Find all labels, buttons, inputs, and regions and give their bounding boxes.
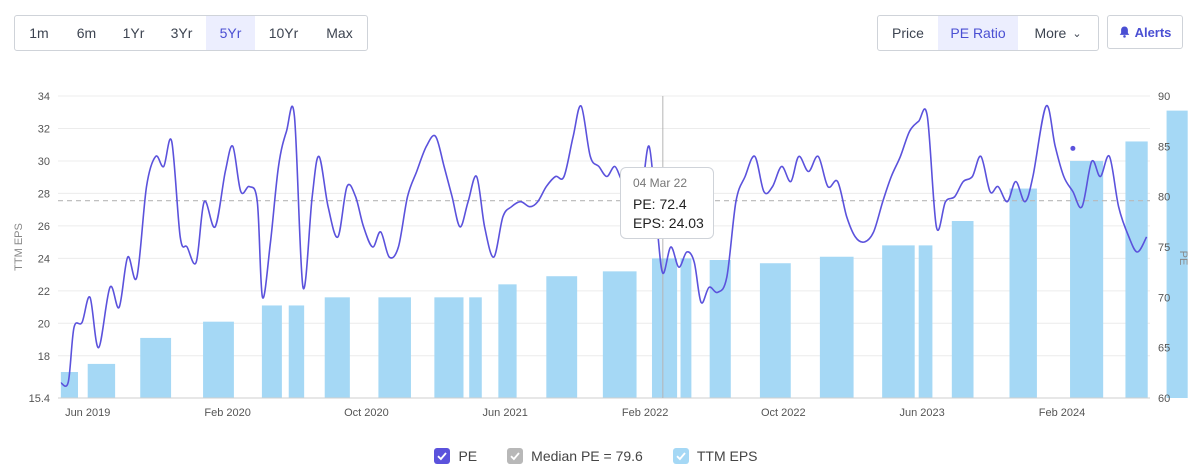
left-axis-tick: 32 xyxy=(38,123,50,135)
eps-bar xyxy=(709,259,731,398)
checkbox-pe-icon xyxy=(434,448,451,464)
legend-label-median: Median PE = 79.6 xyxy=(531,448,643,464)
mode-label: PE Ratio xyxy=(950,25,1006,41)
legend-item-pe[interactable]: PE xyxy=(434,448,477,464)
legend-item-eps[interactable]: TTM EPS xyxy=(672,448,758,464)
right-axis-tick: 65 xyxy=(1158,343,1170,355)
right-axis-tick: 75 xyxy=(1158,242,1170,254)
eps-bar xyxy=(469,297,482,398)
left-axis-title: TTM EPS xyxy=(13,223,25,271)
chart-tooltip: 04 Mar 22 PE: 72.4 EPS: 24.03 xyxy=(620,167,714,239)
tooltip-date: 04 Mar 22 xyxy=(633,176,688,190)
eps-bar xyxy=(60,372,78,398)
right-axis-tick: 80 xyxy=(1158,192,1170,204)
mode-label: Price xyxy=(892,25,924,41)
range-button-10yr[interactable]: 10Yr xyxy=(268,25,299,41)
left-axis-tick: 28 xyxy=(38,188,50,200)
legend-label-eps: TTM EPS xyxy=(696,448,758,464)
eps-bar xyxy=(651,258,678,398)
tooltip-pe: PE: 72.4 xyxy=(633,196,687,212)
pe-line xyxy=(60,105,1148,388)
pe-marker-dot xyxy=(1070,145,1076,151)
legend-item-median[interactable]: Median PE = 79.6 xyxy=(507,448,643,464)
eps-bar xyxy=(882,245,915,398)
range-button-1m[interactable]: 1m xyxy=(29,25,49,41)
x-axis-tick: Jun 2023 xyxy=(899,407,944,419)
pe-eps-chart: 15.4 18 20 22 24 26 28 30 32 34 60 65 70 75 80 85 90 Jun … xyxy=(13,91,1189,419)
x-axis-tick: Feb 2022 xyxy=(622,407,668,419)
range-button-5yr[interactable]: 5Yr xyxy=(206,16,255,50)
chevron-down-icon: ⌄ xyxy=(1072,28,1082,40)
eps-bar xyxy=(324,297,350,398)
x-axis-tick: Oct 2022 xyxy=(761,407,806,419)
eps-bar xyxy=(759,263,791,398)
eps-bar xyxy=(434,297,464,398)
right-axis-title: PE xyxy=(1177,251,1189,266)
eps-bar xyxy=(819,256,854,398)
x-axis-tick: Jun 2021 xyxy=(483,407,528,419)
eps-bar xyxy=(1009,188,1037,398)
left-axis-tick: 24 xyxy=(38,253,50,265)
tooltip-eps: EPS: 24.03 xyxy=(633,215,704,231)
eps-bar xyxy=(680,258,692,398)
range-selector: 1m 6m 1Yr 3Yr 5Yr 10Yr Max xyxy=(14,15,368,51)
range-button-max[interactable]: Max xyxy=(326,25,353,41)
left-axis-tick: 30 xyxy=(38,156,50,168)
range-button-3yr[interactable]: 3Yr xyxy=(170,25,193,41)
chart-legend: PE Median PE = 79.6 TTM EPS xyxy=(0,445,1192,467)
right-axis-tick: 90 xyxy=(1158,91,1170,103)
eps-bar xyxy=(378,297,411,398)
eps-bar xyxy=(918,245,933,398)
x-axis-tick: Feb 2020 xyxy=(204,407,250,419)
eps-bar xyxy=(602,271,637,398)
right-axis-tick: 70 xyxy=(1158,292,1170,304)
mode-button-price[interactable]: Price xyxy=(878,16,938,50)
checkbox-median-icon xyxy=(507,448,524,464)
left-axis-tick: 20 xyxy=(38,318,50,330)
x-axis-tick: Feb 2024 xyxy=(1039,407,1085,419)
eps-bar xyxy=(498,284,517,398)
legend-label-pe: PE xyxy=(458,448,478,464)
bell-icon xyxy=(1119,26,1129,38)
eps-bar xyxy=(288,305,305,398)
mode-label: More xyxy=(1034,25,1067,41)
x-axis-tick: Oct 2020 xyxy=(344,407,389,419)
right-axis-tick: 85 xyxy=(1158,141,1170,153)
range-button-1yr[interactable]: 1Yr xyxy=(122,25,145,41)
mode-button-pe-ratio[interactable]: PE Ratio xyxy=(938,16,1018,50)
range-button-6m[interactable]: 6m xyxy=(76,25,97,41)
left-axis-tick: 18 xyxy=(38,351,50,363)
eps-bar xyxy=(1125,141,1148,398)
left-axis-tick: 34 xyxy=(38,91,50,103)
eps-bar xyxy=(87,363,116,398)
left-axis-tick: 22 xyxy=(38,286,50,298)
eps-bar xyxy=(546,276,578,398)
mode-button-more[interactable]: More ⌄ xyxy=(1018,16,1098,50)
right-axis-tick: 60 xyxy=(1158,393,1170,405)
eps-bar xyxy=(140,337,172,398)
left-axis-tick: 15.4 xyxy=(29,393,50,405)
alerts-label: Alerts xyxy=(1134,24,1172,40)
alerts-button[interactable]: Alerts xyxy=(1107,15,1183,49)
eps-bar xyxy=(1166,110,1188,398)
checkbox-eps-icon xyxy=(672,448,689,464)
eps-bar xyxy=(261,305,282,398)
eps-bar xyxy=(203,321,234,398)
eps-bar xyxy=(951,221,974,398)
chart-mode-selector: Price PE Ratio More ⌄ xyxy=(877,15,1099,51)
left-axis-tick: 26 xyxy=(38,221,50,233)
x-axis-tick: Jun 2019 xyxy=(65,407,110,419)
